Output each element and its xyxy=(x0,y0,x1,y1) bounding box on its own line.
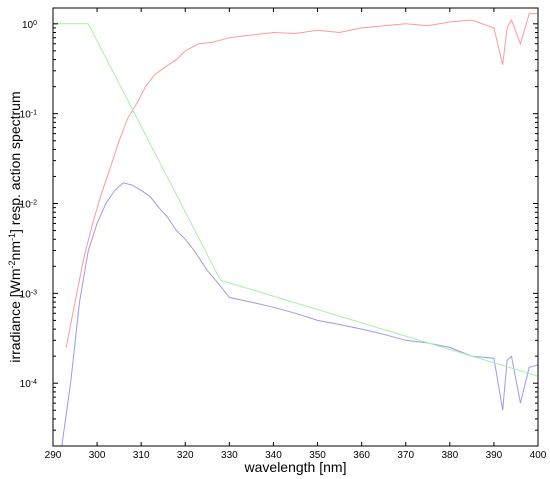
series-layer xyxy=(53,13,538,446)
ticks-layer: 290 300 310 320 330 340 350 360 370 380 390 400 100 1… xyxy=(20,8,547,461)
y-axis-label-superscript: -1 xyxy=(7,233,17,241)
y-axis-label-part: ] resp. action spectrum xyxy=(7,91,23,233)
x-tick-label: 290 xyxy=(45,450,62,461)
x-tick-label: 350 xyxy=(309,450,326,461)
series-line-2 xyxy=(61,182,538,446)
x-tick-label: 370 xyxy=(397,450,414,461)
x-tick-label: 340 xyxy=(265,450,282,461)
x-tick-label: 380 xyxy=(441,450,458,461)
series-line-3 xyxy=(53,23,538,377)
x-tick-label: 320 xyxy=(177,450,194,461)
x-tick-label: 360 xyxy=(353,450,370,461)
plot-frame xyxy=(52,7,539,447)
y-tick-label: 10-4 xyxy=(20,379,37,391)
y-tick-label: 10-3 xyxy=(20,289,37,301)
y-tick-label: 100 xyxy=(22,19,37,31)
y-axis-label-superscript: -2 xyxy=(7,260,17,268)
x-tick-label: 390 xyxy=(486,450,503,461)
x-tick-label: 400 xyxy=(530,450,547,461)
x-tick-label: 310 xyxy=(133,450,150,461)
y-axis-label-part: nm xyxy=(7,241,23,260)
y-axis-label: irradiance [Wm-2nm-1] resp. action spect… xyxy=(7,91,23,362)
x-tick-label: 330 xyxy=(221,450,238,461)
y-tick-label: 10-1 xyxy=(20,109,37,121)
x-tick-label: 300 xyxy=(89,450,106,461)
y-tick-label: 10-2 xyxy=(20,199,37,211)
x-axis-label: wavelength [nm] xyxy=(244,459,347,475)
y-axis-label-part: irradiance [Wm xyxy=(7,268,23,362)
series-line-1 xyxy=(65,13,538,348)
